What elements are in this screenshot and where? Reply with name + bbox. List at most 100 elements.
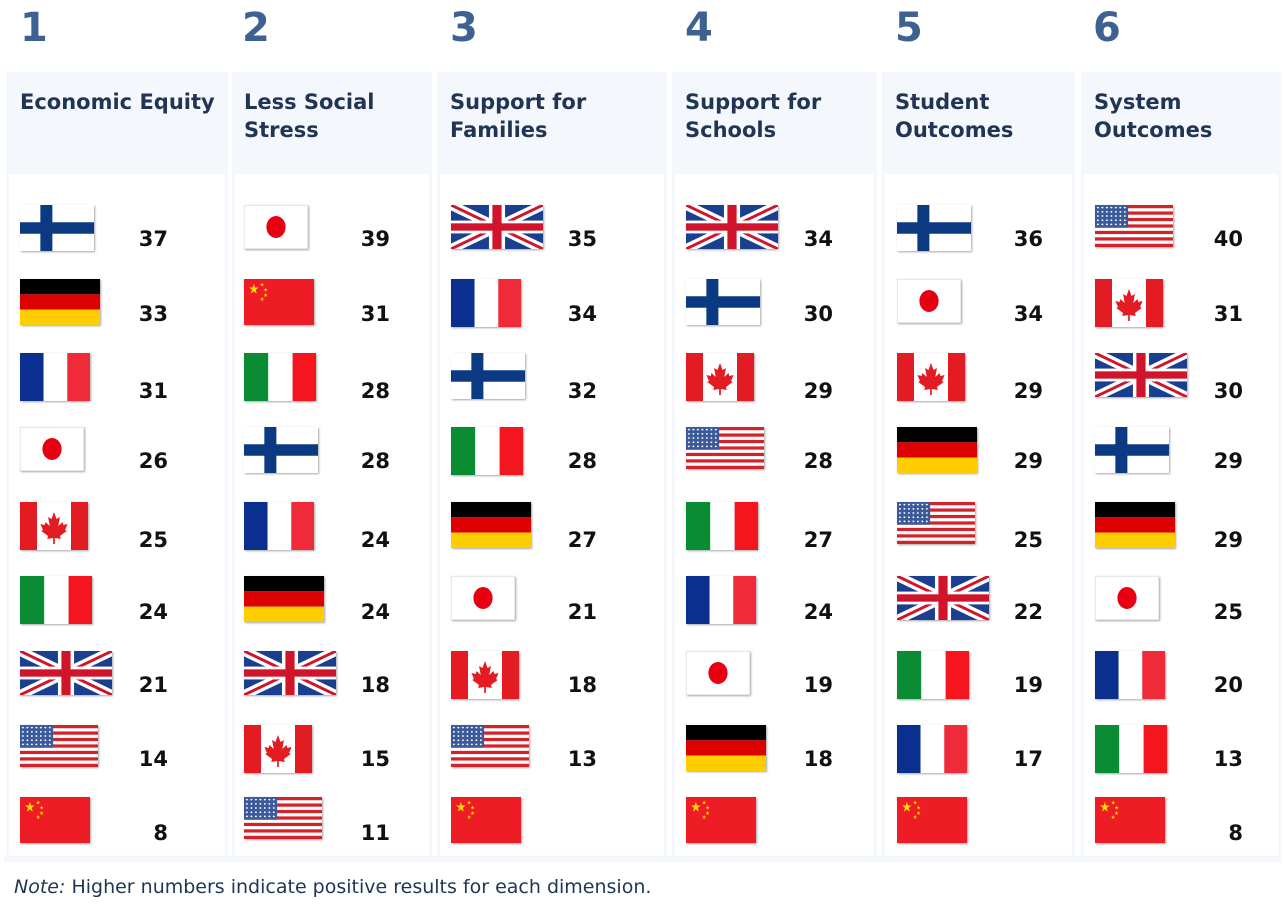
finland-flag-icon	[20, 205, 94, 251]
score-value: 28	[360, 449, 390, 473]
score-value: 29	[1013, 449, 1043, 473]
score-value: 24	[138, 600, 168, 624]
table-row: 18	[244, 651, 390, 701]
uk-flag-icon	[20, 651, 112, 695]
score-value: 34	[803, 227, 833, 251]
column-title-line: System	[1094, 90, 1182, 114]
svg-text:★: ★	[24, 800, 35, 816]
table-row: 27	[686, 502, 833, 552]
finland-flag-icon	[897, 205, 971, 251]
column-number: 6	[1093, 5, 1121, 51]
canada-flag-icon	[20, 502, 88, 550]
svg-text:★: ★	[913, 800, 918, 806]
table-row: 17	[897, 725, 1043, 775]
column-number: 5	[895, 5, 923, 51]
germany-flag-icon	[897, 427, 977, 473]
column-title-line: Stress	[244, 118, 319, 142]
score-value: 24	[360, 600, 390, 624]
svg-text:★: ★	[263, 293, 268, 299]
finland-flag-icon	[1095, 427, 1169, 473]
table-row: 34	[686, 205, 833, 255]
table-row: 29	[1095, 427, 1243, 477]
usa-flag-icon	[897, 502, 975, 544]
column-title-line: Schools	[685, 118, 777, 142]
table-row: 29	[686, 353, 833, 403]
column-header: Less Social Stress	[232, 72, 432, 168]
table-row: 29	[897, 353, 1043, 403]
column-header: Support for Schools	[672, 72, 877, 168]
score-value: 14	[138, 747, 168, 771]
score-value: 19	[1013, 673, 1043, 697]
score-value: 25	[1213, 600, 1243, 624]
svg-text:★: ★	[470, 805, 475, 811]
table-row: 39	[244, 205, 390, 255]
table-row: 26	[20, 427, 168, 477]
table-row: 13	[451, 725, 597, 775]
svg-text:★: ★	[901, 800, 912, 816]
score-value: 24	[803, 600, 833, 624]
france-flag-icon	[686, 576, 756, 624]
svg-text:★: ★	[1111, 815, 1116, 821]
score-value: 21	[138, 673, 168, 697]
svg-text:★: ★	[705, 811, 710, 817]
china-flag-icon: ★ ★ ★ ★ ★	[686, 797, 756, 843]
japan-flag-icon	[20, 427, 84, 471]
svg-text:★: ★	[39, 811, 44, 817]
table-row: 30	[1095, 353, 1243, 403]
score-value: 28	[567, 449, 597, 473]
column-title-line: Outcomes	[1094, 118, 1213, 142]
canada-flag-icon	[451, 651, 519, 699]
table-row: 18	[686, 725, 833, 775]
svg-text:★: ★	[39, 805, 44, 811]
score-value: 37	[138, 227, 168, 251]
table-row: 22	[897, 576, 1043, 626]
score-value: 8	[1228, 821, 1243, 845]
table-row: 28	[244, 427, 390, 477]
table-row: 14	[20, 725, 168, 775]
table-row: 31	[1095, 279, 1243, 329]
score-value: 35	[567, 227, 597, 251]
score-value: 8	[153, 821, 168, 845]
france-flag-icon	[1095, 651, 1165, 699]
germany-flag-icon	[20, 279, 100, 325]
finland-flag-icon	[451, 353, 525, 399]
svg-text:★: ★	[690, 800, 701, 816]
column-title-line: Support for	[685, 90, 822, 114]
score-value: 22	[1013, 600, 1043, 624]
table-bottom-band	[4, 856, 1281, 862]
score-value: 34	[1013, 302, 1043, 326]
table-row: 24	[20, 576, 168, 626]
svg-text:★: ★	[248, 282, 259, 298]
score-value: 25	[1013, 528, 1043, 552]
score-value: 27	[567, 528, 597, 552]
italy-flag-icon	[686, 502, 758, 550]
svg-text:★: ★	[913, 815, 918, 821]
italy-flag-icon	[20, 576, 92, 624]
score-value: 31	[1213, 302, 1243, 326]
table-row: 37	[20, 205, 168, 255]
svg-text:★: ★	[260, 297, 265, 303]
table-row: 28	[451, 427, 597, 477]
note-text: Higher numbers indicate positive results…	[71, 876, 652, 898]
svg-text:★: ★	[1099, 800, 1110, 816]
svg-text:★: ★	[702, 800, 707, 806]
svg-text:★: ★	[1114, 811, 1119, 817]
france-flag-icon	[451, 279, 521, 327]
svg-text:★: ★	[916, 811, 921, 817]
column-header: Student Outcomes	[882, 72, 1075, 168]
score-value: 11	[360, 821, 390, 845]
score-value: 30	[1213, 379, 1243, 403]
score-value: 34	[567, 302, 597, 326]
uk-flag-icon	[686, 205, 778, 249]
usa-flag-icon	[244, 797, 322, 839]
japan-flag-icon	[244, 205, 308, 249]
score-value: 31	[138, 379, 168, 403]
uk-flag-icon	[897, 576, 989, 620]
score-value: 28	[803, 449, 833, 473]
table-row: 33	[20, 279, 168, 329]
italy-flag-icon	[451, 427, 523, 475]
score-value: 29	[1013, 379, 1043, 403]
note-label: Note:	[14, 876, 66, 898]
table-row: ★ ★ ★ ★ ★	[686, 797, 833, 847]
column-number: 4	[685, 5, 713, 51]
